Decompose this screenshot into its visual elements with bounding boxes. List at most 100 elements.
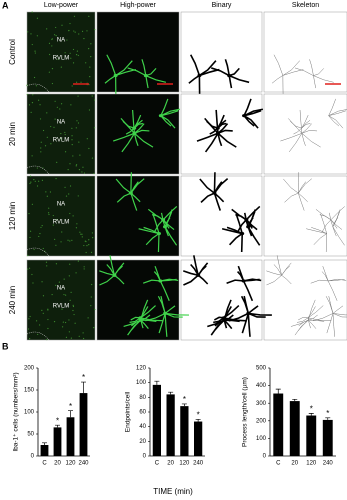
cell-process (313, 296, 347, 337)
cell-body (143, 74, 148, 78)
speckle (65, 336, 68, 338)
x-tick-label: 240 (78, 461, 89, 467)
cell-process (266, 255, 291, 285)
speckle (34, 50, 36, 52)
speckle (69, 240, 71, 242)
speckle (71, 144, 73, 146)
speckle (55, 178, 57, 180)
speckle (72, 215, 74, 217)
speckle (85, 240, 87, 243)
speckle (26, 84, 28, 86)
bar (322, 419, 333, 456)
speckle (93, 327, 95, 329)
speckle (29, 175, 32, 177)
bar (166, 394, 175, 456)
speckle (55, 263, 58, 265)
x-tick-label: 20 (167, 461, 174, 467)
speckle (73, 30, 75, 32)
cell-process (200, 172, 228, 210)
speckle (76, 50, 78, 52)
speckle (56, 161, 58, 163)
error-bar (325, 417, 331, 420)
speckle (69, 52, 71, 54)
error-bar (181, 403, 187, 407)
speckle (60, 132, 62, 135)
cell-process (290, 115, 310, 134)
speckle (31, 273, 33, 276)
speckle (75, 127, 77, 129)
bar (180, 406, 189, 456)
speckle (33, 179, 35, 181)
region-label: RVLM (53, 56, 70, 62)
speckle (60, 241, 62, 243)
cell-process (211, 59, 249, 88)
speckle (89, 75, 91, 78)
significance: * (82, 373, 85, 382)
speckle (29, 315, 31, 318)
speckle (81, 30, 84, 32)
bar (194, 421, 203, 456)
cell-process (329, 99, 347, 128)
speckle (59, 108, 61, 110)
speckle (36, 167, 38, 169)
speckle (61, 308, 63, 310)
cell-process (229, 296, 272, 337)
speckle (60, 137, 62, 140)
speckle (39, 324, 41, 326)
micrograph (263, 175, 347, 257)
speckle (36, 185, 39, 187)
speckle (57, 58, 59, 61)
speckle (68, 319, 70, 321)
speckle (76, 120, 78, 122)
speckle (51, 45, 53, 47)
speckle (28, 318, 30, 320)
speckle (34, 52, 36, 54)
error-bar (195, 418, 201, 422)
speckle (88, 147, 90, 150)
speckle (68, 29, 70, 32)
x-tick-label: C (276, 461, 281, 467)
speckle (91, 95, 93, 97)
speckle (75, 227, 78, 229)
speckle (91, 283, 93, 286)
panel-label: B (2, 341, 9, 351)
column-header: Binary (212, 2, 232, 9)
y-tick-label: 0 (31, 454, 35, 460)
speckle (41, 309, 43, 312)
speckle (61, 231, 63, 233)
y-tick-label: 400 (256, 383, 267, 389)
speckle (39, 104, 41, 106)
y-tick-label: 80 (139, 395, 146, 401)
speckle (42, 295, 45, 297)
speckle (58, 281, 61, 283)
cell-body (158, 279, 163, 283)
cell-process (222, 214, 242, 252)
speckle (88, 109, 91, 111)
cell-process (148, 206, 176, 232)
speckle (40, 141, 42, 143)
region-label: RVLM (53, 138, 70, 144)
speckle (46, 338, 48, 341)
speckle (35, 320, 38, 322)
cell-body (242, 114, 247, 118)
cell-process (130, 306, 164, 329)
y-tick-label: 150 (24, 388, 35, 394)
cell-body (197, 73, 202, 78)
speckle (63, 278, 65, 280)
region-label: RVLM (53, 304, 70, 310)
speckle (37, 99, 40, 101)
speckle (42, 312, 44, 314)
speckle (72, 309, 74, 312)
speckle (75, 81, 78, 83)
column-header: Low-power (44, 2, 79, 9)
speckle (45, 191, 47, 193)
speckle (61, 326, 64, 328)
speckle (48, 212, 50, 214)
cell-process (297, 306, 331, 329)
speckle (46, 112, 48, 114)
speckle (55, 244, 57, 246)
speckle (77, 54, 79, 57)
speckle (72, 305, 75, 308)
speckle (41, 179, 44, 181)
